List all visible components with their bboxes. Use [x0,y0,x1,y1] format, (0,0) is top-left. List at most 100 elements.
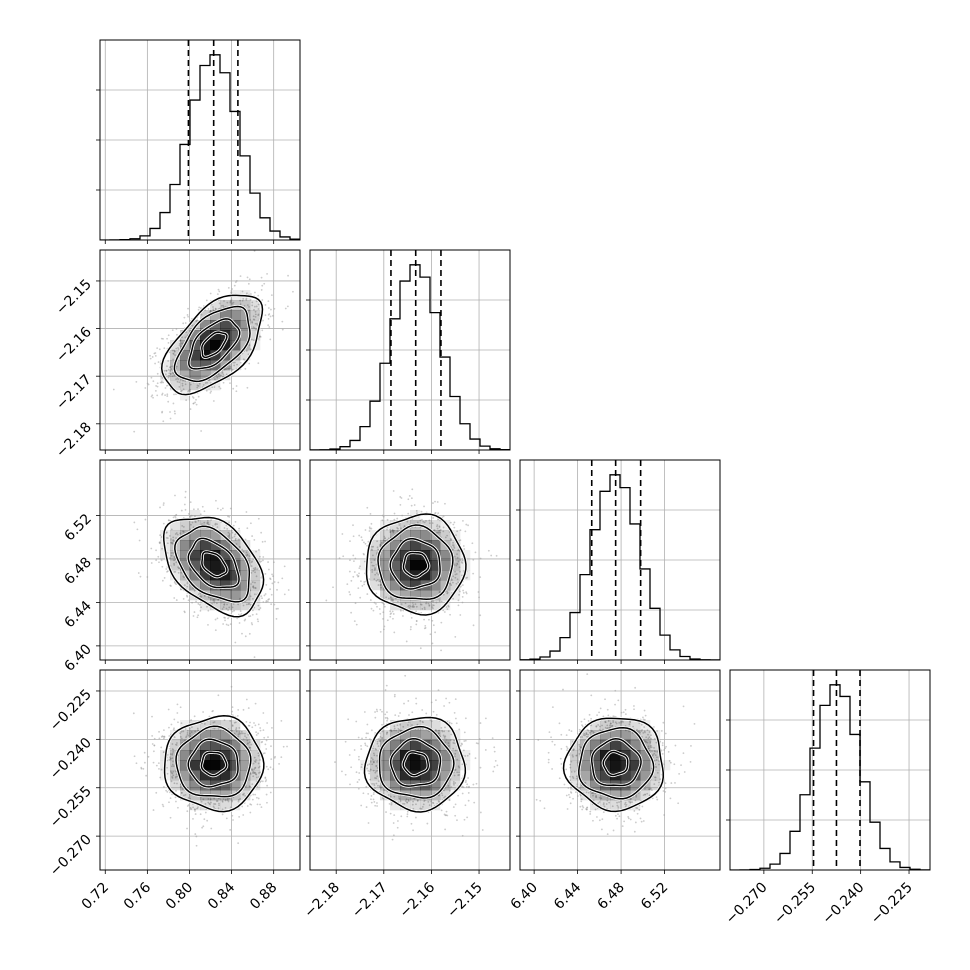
scatter-point [197,603,200,605]
scatter-point [369,778,371,781]
scatter-point [226,799,229,802]
scatter-point [189,501,192,504]
scatter-point [424,624,427,627]
contour-line [201,551,228,578]
scatter-point [186,585,189,588]
scatter-point [186,581,189,584]
density-cell [190,370,201,381]
scatter-point [453,547,456,549]
scatter-point [180,571,183,574]
scatter-point [458,766,461,769]
scatter-point [249,615,252,617]
scatter-point [682,752,685,755]
scatter-point [270,603,273,606]
scatter-point [606,724,609,727]
scatter-point [690,745,692,747]
density-cell [250,580,261,591]
scatter-point [264,743,267,746]
contour-line [389,537,441,590]
scatter-point [166,384,168,387]
scatter-point [660,730,663,732]
scatter-point [173,782,176,785]
scatter-point [379,786,382,789]
scatter-point [260,531,263,534]
scatter-point [586,673,589,676]
scatter-point [576,783,579,786]
scatter-point [251,581,254,584]
scatter-point [187,307,189,310]
panel-3-0 [96,669,301,874]
scatter-point [674,782,676,784]
scatter-point [369,760,372,763]
density-cell [200,310,211,321]
scatter-point [169,756,171,759]
scatter-point [372,609,375,612]
density-cell [400,600,411,611]
scatter-point [252,762,255,765]
scatter-point [184,383,187,386]
scatter-point [366,745,369,748]
scatter-point [464,781,467,784]
scatter-point [395,729,397,732]
scatter-point [450,538,453,541]
scatter-point [421,709,424,711]
density-cell [400,730,411,741]
scatter-point [302,550,304,552]
scatter-point [197,593,200,596]
scatter-point [253,305,256,308]
scatter-point [257,797,260,800]
density-cell [380,570,391,581]
scatter-point [624,803,626,806]
density-cell [210,530,221,541]
density-cell [410,750,421,761]
scatter-point [455,534,457,537]
scatter-point [184,496,187,499]
scatter-point [344,740,347,743]
scatter-point [248,305,250,308]
scatter-point [602,715,605,718]
scatter-point [429,719,432,721]
scatter-point [212,599,215,602]
scatter-point [386,731,389,734]
scatter-point [559,757,562,760]
density-cell [240,770,251,781]
density-cell [190,380,201,391]
scatter-point [239,361,242,364]
scatter-point [254,724,257,727]
scatter-point [410,497,413,500]
scatter-point [278,762,280,765]
scatter-point [194,813,197,815]
density-cell [430,540,441,551]
scatter-point [269,791,272,794]
scatter-point [462,592,465,594]
scatter-point [464,804,467,807]
density-cell [430,520,441,531]
scatter-point [269,588,272,591]
scatter-point [231,710,234,713]
scatter-point [172,516,175,519]
scatter-point [158,542,161,545]
scatter-point [159,381,162,384]
scatter-point [227,609,229,612]
scatter-point [449,521,452,524]
scatter-point [425,602,427,605]
scatter-point [166,542,169,545]
scatter-point [622,711,625,714]
density-cell [210,560,221,571]
density-cell [440,580,451,591]
scatter-point [200,800,203,803]
density-cell [380,770,391,781]
scatter-point [398,797,401,800]
scatter-point [372,752,375,755]
panel-frame [99,669,301,871]
scatter-point [462,519,464,522]
scatter-point [389,610,392,613]
scatter-point [182,597,185,600]
scatter-point [569,766,572,769]
scatter-point [263,594,266,597]
scatter-point [467,777,469,779]
scatter-point [248,344,251,347]
scatter-point [245,698,248,701]
histogram-step [310,264,510,450]
scatter-point [253,756,256,759]
